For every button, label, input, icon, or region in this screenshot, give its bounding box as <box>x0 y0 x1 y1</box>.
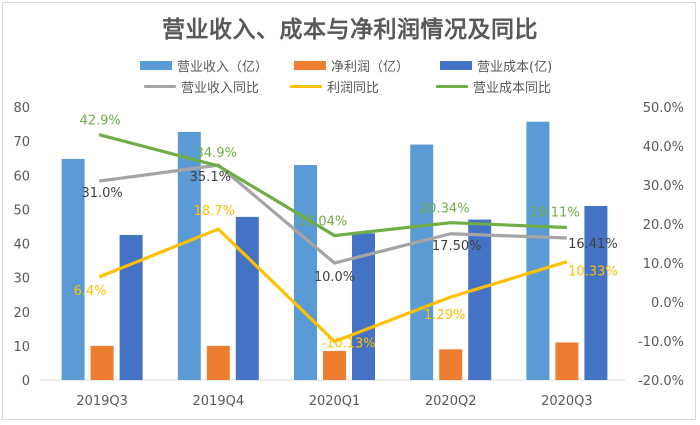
right-axis-tick-label: 40.0% <box>643 140 684 155</box>
legend-row-bars: 营业收入（亿） 净利润（亿） 营业成本(亿) <box>0 56 700 75</box>
right-axis-tick-label: 20.0% <box>643 218 684 233</box>
left-axis-tick-label: 0 <box>22 374 30 389</box>
cost-yoy-line <box>98 133 567 238</box>
legend-swatch-cost <box>440 61 472 70</box>
legend-swatch-revenue-yoy <box>144 85 176 88</box>
legend-label-revenue: 营业收入（亿） <box>176 60 268 75</box>
left-axis-tick-label: 70 <box>13 135 30 150</box>
x-axis-tick-label: 2020Q1 <box>309 394 361 409</box>
revenue-bar <box>61 158 85 380</box>
right-axis-tick-label: -20.0% <box>638 374 684 389</box>
chart-title: 营业收入、成本与净利润情况及同比 <box>162 17 538 43</box>
cost-bar <box>468 219 492 380</box>
right-axis-tick-label: 0.0% <box>651 296 684 311</box>
profit-yoy-data-label: -10.13% <box>321 337 375 352</box>
net-profit-bar <box>555 342 579 380</box>
profit-yoy-data-label: 6.4% <box>74 284 107 299</box>
legend-item-revenue: 营业收入（亿） <box>139 56 268 75</box>
legend-swatch-net-profit <box>294 61 326 70</box>
net-profit-bar <box>323 350 346 380</box>
left-axis-tick-label: 10 <box>13 340 30 355</box>
legend-label-cost-yoy: 营业成本同比 <box>473 81 552 96</box>
profit-yoy-data-label: 18.7% <box>194 204 235 219</box>
cost-bar <box>584 205 608 380</box>
legend-item-cost: 营业成本(亿) <box>440 56 560 75</box>
left-axis-tick-label: 60 <box>13 169 30 184</box>
legend-label-profit-yoy: 利润同比 <box>327 81 380 96</box>
revenue-bar <box>410 144 434 380</box>
left-axis-tick-label: 80 <box>13 101 30 116</box>
revenue-yoy-data-label: 16.41% <box>568 237 618 252</box>
legend-item-revenue-yoy: 营业收入同比 <box>144 77 264 96</box>
revenue-yoy-data-label: 10.0% <box>314 270 355 285</box>
right-axis-tick-label: 50.0% <box>643 101 684 116</box>
right-axis-tick-label: 30.0% <box>643 179 684 194</box>
x-axis-tick-label: 2019Q4 <box>193 394 245 409</box>
legend-label-cost: 营业成本(亿) <box>477 60 553 75</box>
x-axis-tick-label: 2019Q3 <box>76 394 128 409</box>
left-axis-tick-label: 50 <box>13 203 30 218</box>
legend-swatch-profit-yoy <box>290 85 322 88</box>
x-axis-tick-label: 2020Q3 <box>541 394 593 409</box>
net-profit-bar <box>439 349 463 380</box>
net-profit-bar <box>90 345 114 380</box>
left-axis-tick-label: 20 <box>13 306 30 321</box>
cost-yoy-data-label: 17.04% <box>298 215 348 230</box>
profit-yoy-line <box>98 227 568 344</box>
cost-yoy-data-label: 19.11% <box>530 205 580 220</box>
net-profit-bar <box>206 345 230 380</box>
right-axis-tick-label: 10.0% <box>643 257 684 272</box>
chart-frame <box>2 2 696 420</box>
revenue-yoy-data-label: 31.0% <box>81 186 122 201</box>
legend-label-revenue-yoy: 营业收入同比 <box>181 81 260 96</box>
left-axis-tick-label: 40 <box>13 238 30 253</box>
legend-swatch-revenue <box>139 61 172 70</box>
legend-swatch-cost-yoy <box>436 85 468 88</box>
legend-label-net-profit: 净利润（亿） <box>331 60 410 75</box>
revenue-yoy-line <box>98 163 567 265</box>
profit-yoy-data-label: 10.33% <box>568 265 618 280</box>
left-axis-tick-label: 30 <box>13 272 30 287</box>
cost-bar <box>352 233 375 380</box>
revenue-yoy-data-label: 17.50% <box>432 239 482 254</box>
cost-bar <box>235 216 259 380</box>
legend-row-lines: 营业收入同比 利润同比 营业成本同比 <box>0 77 700 96</box>
profit-yoy-data-label: 1.29% <box>424 308 465 323</box>
revenue-bar <box>177 131 201 380</box>
cost-yoy-data-label: 34.9% <box>196 146 237 161</box>
revenue-yoy-data-label: 35.1% <box>190 170 231 185</box>
revenue-bar <box>294 165 317 380</box>
x-axis-tick-label: 2020Q2 <box>425 394 477 409</box>
right-axis-tick-label: -10.0% <box>638 335 684 350</box>
legend-item-profit-yoy: 利润同比 <box>290 77 410 96</box>
cost-bar <box>119 234 143 380</box>
legend-item-net-profit: 净利润（亿） <box>294 56 414 75</box>
cost-yoy-data-label: 20.34% <box>420 202 470 217</box>
cost-yoy-data-label: 42.9% <box>79 114 120 129</box>
legend-item-cost-yoy: 营业成本同比 <box>436 77 556 96</box>
revenue-bar <box>526 121 550 380</box>
